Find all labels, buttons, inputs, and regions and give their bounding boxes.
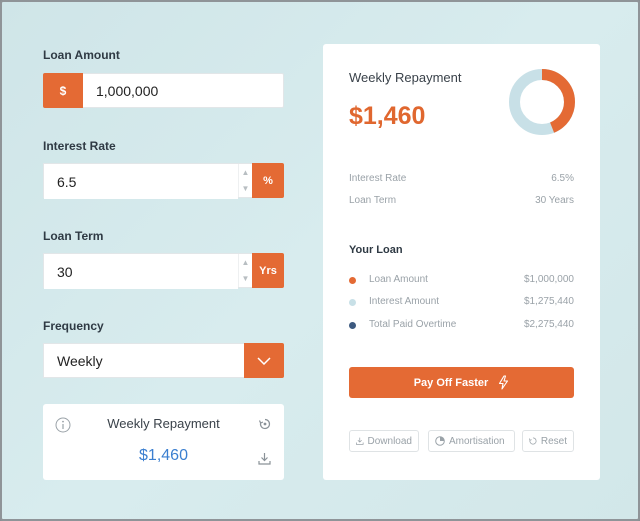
legend-dot: [349, 322, 356, 329]
chevron-down-icon: [257, 356, 271, 365]
loan-term-stepper[interactable]: ▲ ▼: [238, 254, 252, 287]
legend-label: Interest Amount: [369, 296, 440, 307]
legend-label: Loan Amount: [369, 274, 428, 285]
loan-amount-label: Loan Amount: [43, 48, 120, 62]
reset-button-label: Reset: [540, 435, 567, 447]
interest-rate-row: ▲ ▼ %: [43, 163, 284, 199]
summary-interest-rate-value: 6.5%: [551, 173, 574, 184]
mini-card-title: Weekly Repayment: [107, 416, 220, 431]
donut-principal-arc: [509, 69, 575, 135]
amortisation-button-label: Amortisation: [449, 435, 505, 447]
mini-card-value: $1,460: [139, 447, 188, 464]
interest-rate-stepper[interactable]: ▲ ▼: [238, 164, 252, 197]
interest-rate-field: ▲ ▼: [43, 163, 252, 199]
summary-loan-term-label: Loan Term: [349, 195, 397, 206]
download-button-label: Download: [367, 435, 412, 447]
legend-interest-amount: Interest Amount $1,275,440: [349, 296, 574, 310]
download-button[interactable]: Download: [349, 430, 419, 452]
amortisation-button[interactable]: Amortisation: [428, 430, 515, 452]
legend-total-paid: Total Paid Overtime $2,275,440: [349, 319, 574, 333]
stepper-down-icon[interactable]: ▼: [241, 184, 250, 194]
download-icon: [356, 437, 364, 445]
summary-repayment-value: $1,460: [349, 102, 426, 130]
download-icon[interactable]: [258, 452, 271, 465]
reset-icon: [529, 437, 537, 445]
loan-term-row: ▲ ▼ Yrs: [43, 253, 284, 289]
summary-card: Weekly Repayment $1,460 Interest Rate 6.…: [323, 44, 600, 480]
interest-rate-input[interactable]: [44, 164, 238, 199]
legend-value: $1,000,000: [523, 274, 574, 285]
loan-term-label: Loan Term: [43, 229, 104, 243]
legend-value: $2,275,440: [523, 319, 574, 330]
refresh-icon[interactable]: [259, 418, 271, 430]
info-icon[interactable]: [55, 417, 71, 433]
loan-amount-input[interactable]: [83, 73, 284, 108]
legend-value: $1,275,440: [523, 296, 574, 307]
repayment-mini-card: Weekly Repayment $1,460: [43, 404, 284, 480]
interest-rate-label: Interest Rate: [43, 139, 116, 153]
stepper-down-icon[interactable]: ▼: [241, 274, 250, 284]
summary-loan-term-value: 30 Years: [535, 195, 574, 206]
stepper-up-icon[interactable]: ▲: [241, 167, 250, 177]
percent-suffix: %: [252, 163, 284, 198]
legend-dot: [349, 277, 356, 284]
years-suffix: Yrs: [252, 253, 284, 288]
stepper-up-icon[interactable]: ▲: [241, 257, 250, 267]
reset-button[interactable]: Reset: [522, 430, 574, 452]
pie-chart-icon: [435, 436, 445, 446]
legend-label: Total Paid Overtime: [369, 319, 457, 330]
loan-term-field: ▲ ▼: [43, 253, 252, 289]
your-loan-title: Your Loan: [349, 244, 403, 256]
loan-term-input[interactable]: [44, 254, 238, 289]
lightning-icon: [499, 375, 509, 390]
legend-dot: [349, 299, 356, 306]
frequency-dropdown-button[interactable]: [244, 343, 284, 378]
pay-off-faster-button[interactable]: Pay Off Faster: [349, 367, 574, 398]
frequency-select[interactable]: Weekly: [43, 343, 284, 378]
summary-title: Weekly Repayment: [349, 70, 462, 85]
loan-amount-row: $: [43, 73, 284, 108]
currency-prefix: $: [43, 73, 83, 108]
summary-interest-rate-label: Interest Rate: [349, 173, 407, 184]
loan-breakdown-donut: [509, 69, 575, 135]
frequency-selected-value[interactable]: Weekly: [43, 343, 244, 378]
pay-off-faster-label: Pay Off Faster: [413, 376, 489, 389]
legend-loan-amount: Loan Amount $1,000,000: [349, 274, 574, 288]
frequency-label: Frequency: [43, 319, 104, 333]
